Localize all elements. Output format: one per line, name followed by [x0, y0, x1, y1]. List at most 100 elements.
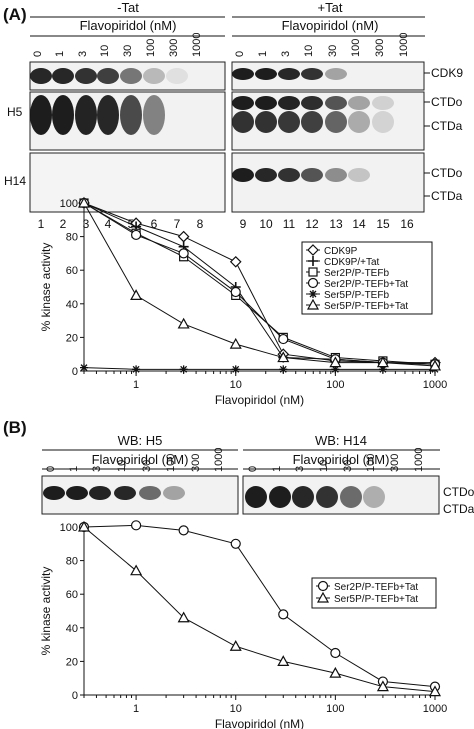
chart-b: 0 20 40 60 80 100 1 10 100 1000 Flavopiridol (nM)%…	[39, 520, 447, 729]
blot-band	[97, 68, 119, 84]
data-point	[278, 333, 289, 345]
y-tick-label: 0	[72, 690, 78, 702]
data-point	[132, 365, 141, 374]
blot-b-label-ctda: CTDa	[443, 502, 474, 516]
lane-conc-label: 1	[257, 51, 269, 57]
lane-conc-label: 30	[327, 45, 339, 57]
legend-entry: Ser2P/P-TEFb+Tat	[334, 582, 418, 593]
blot-band	[75, 95, 97, 135]
panel-b-blot-bands	[43, 486, 385, 508]
lane-number: 13	[329, 217, 343, 231]
y-tick-label: 100	[60, 522, 78, 534]
blot-band	[348, 96, 370, 110]
blot-band	[75, 68, 97, 84]
data-point	[130, 229, 142, 241]
minus-tat-drug-label: Flavopiridol (nM)	[80, 18, 177, 33]
lane-conc-label: 30	[141, 460, 153, 472]
lane-conc-label: 1000	[213, 448, 225, 472]
blot-label-ctdo-h5: CTDo	[431, 95, 463, 109]
data-point	[77, 520, 91, 532]
panel-b-lane-concentrations: 0 0 1 1 3 3 10 10 30 30 100 100 300 300 1000 1000	[45, 448, 425, 472]
blot-band	[372, 96, 394, 110]
blot-a-h14-minus	[29, 152, 226, 213]
y-tick-label: 40	[66, 299, 78, 311]
series-line	[83, 202, 436, 365]
data-point	[317, 580, 329, 592]
lane-number: 4	[105, 217, 112, 231]
data-point	[309, 290, 317, 298]
panel-a-lane-concentrations: 0 0 1 1 3 3 10 10 30 30 100 100 300 300 1000 1000	[32, 33, 410, 57]
lane-conc-label: 1	[271, 466, 283, 472]
blot-label-ctda-h5: CTDa	[431, 119, 463, 133]
lane-conc-label: 1000	[398, 33, 410, 57]
y-tick-label: 60	[66, 265, 78, 277]
lane-conc-label: 3	[294, 466, 306, 472]
lane-conc-label: 300	[190, 454, 202, 472]
data-point	[179, 365, 188, 374]
data-point	[279, 365, 288, 374]
data-point	[329, 356, 342, 368]
legend-entry: CDK9P	[324, 246, 358, 257]
data-point	[130, 289, 143, 300]
lane-conc-label: 0	[45, 466, 57, 472]
lane-conc-label: 10	[99, 45, 111, 57]
x-tick-label: 10	[230, 379, 242, 391]
legend-entry: Ser5P/P-TEFb+Tat	[324, 301, 408, 312]
data-point	[331, 365, 340, 374]
lane-number: 7	[174, 217, 181, 231]
minus-tat-label: -Tat	[117, 0, 139, 15]
lane-conc-label: 30	[342, 460, 354, 472]
blot-band	[363, 486, 385, 508]
y-tick-label: 80	[66, 232, 78, 244]
blot-band	[255, 96, 277, 110]
data-point	[177, 611, 190, 623]
x-axis-label: Flavopiridol (nM)	[215, 717, 304, 729]
blot-band	[143, 68, 165, 84]
blot-band	[232, 68, 254, 80]
x-tick-label: 1000	[423, 703, 447, 715]
panel-a-label: (A)	[3, 5, 27, 24]
blot-band	[255, 111, 277, 133]
lane-conc-label: 100	[350, 39, 362, 57]
lane-conc-label: 1000	[413, 448, 425, 472]
legend-entry: Ser2P/P-TEFb	[324, 268, 389, 279]
legend-box	[301, 241, 433, 315]
panel-a-lane-numbers: 1 2 3 4 5 6 7 8 9 10 11 12 13 14 15 16	[38, 217, 414, 231]
x-tick-label: 100	[326, 703, 344, 715]
legend-entry: Ser2P/P-TEFb+Tat	[324, 279, 408, 290]
blot-band	[325, 96, 347, 110]
wb-h5-label: WB: H5	[118, 433, 163, 448]
blot-band	[245, 486, 267, 508]
blot-band	[255, 168, 277, 182]
blot-band	[232, 111, 254, 133]
blot-label-ctdo-h14: CTDo	[431, 166, 463, 180]
blot-band	[232, 168, 254, 182]
y-tick-label: 0	[72, 366, 78, 378]
lane-conc-label: 0	[32, 51, 44, 57]
blot-band	[278, 68, 300, 80]
lane-conc-label: 300	[168, 39, 180, 57]
blot-band	[97, 95, 119, 135]
series-line	[83, 202, 436, 367]
lane-number: 10	[259, 217, 273, 231]
blot-label-cdk9: CDK9	[431, 66, 463, 80]
x-tick-label: 1	[133, 703, 139, 715]
data-point	[376, 680, 389, 692]
data-point	[376, 356, 389, 368]
y-axis-label: % kinase activity	[39, 243, 53, 332]
data-point	[330, 647, 341, 659]
blot-band	[301, 68, 323, 80]
blot-band	[325, 168, 347, 182]
blot-band	[301, 96, 323, 110]
data-point	[428, 359, 442, 371]
data-point	[316, 591, 330, 603]
data-point	[230, 538, 241, 549]
blot-band	[372, 111, 394, 133]
wb-h14-drug-label: Flavopiridol (nM)	[293, 452, 390, 467]
series-line	[83, 367, 435, 370]
data-point	[278, 609, 289, 620]
y-tick-label: 20	[66, 332, 78, 344]
data-point	[329, 666, 342, 678]
data-point	[277, 655, 290, 667]
lane-number: 9	[240, 217, 247, 231]
